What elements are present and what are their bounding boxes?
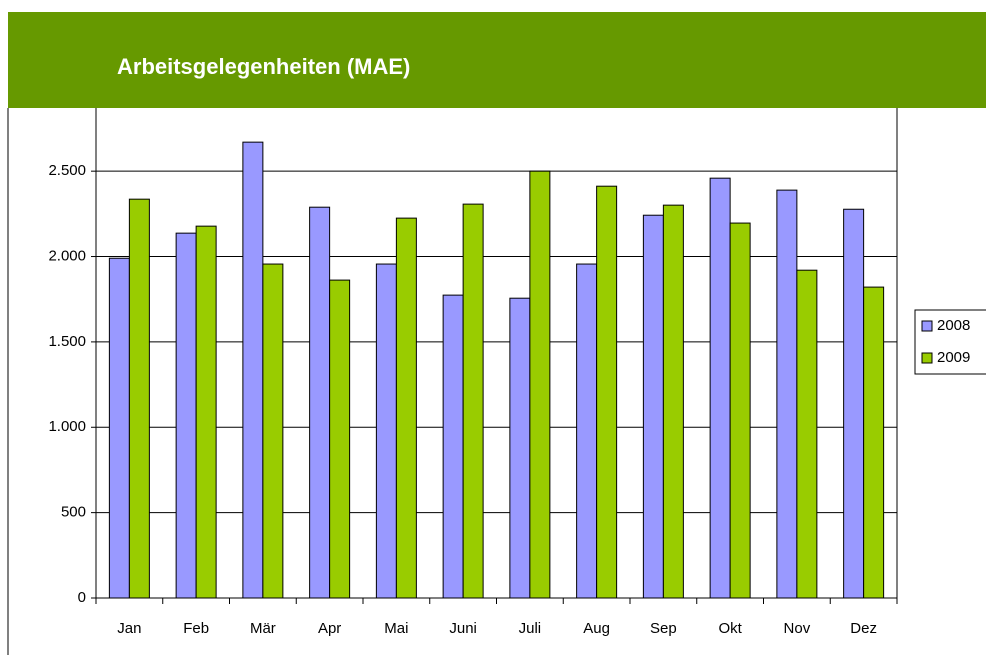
bar [309,206,331,599]
bar [462,203,484,599]
bar [662,204,684,599]
bar [242,141,264,599]
bar [329,279,351,599]
legend-swatch [921,320,933,332]
x-tick-label: Mär [250,620,276,637]
x-tick-label: Nov [784,620,811,637]
legend-swatch [921,352,933,364]
x-tick-label: Apr [318,620,341,637]
x-tick-label: Jan [117,620,141,637]
bar [442,294,464,599]
bar [776,189,798,599]
bar [395,217,417,599]
x-tick-label: Feb [183,620,209,637]
bar [529,170,551,599]
bar [195,225,217,599]
bar [863,286,885,599]
legend-label: 2009 [937,349,970,366]
bar [709,177,731,599]
x-tick-label: Mai [384,620,408,637]
bar [796,269,818,599]
bar [175,232,197,599]
y-tick-label: 1.000 [48,418,86,435]
bar [642,214,664,599]
legend-label: 2008 [937,317,970,334]
y-tick-label: 2.000 [48,248,86,265]
bar [128,198,150,599]
x-tick-label: Okt [718,620,742,637]
x-tick-label: Juni [449,620,477,637]
x-tick-label: Aug [583,620,610,637]
x-tick-label: Sep [650,620,677,637]
y-tick-label: 500 [61,504,86,521]
y-tick-label: 2.500 [48,162,86,179]
y-tick-label: 1.500 [48,333,86,350]
bar [262,263,284,599]
chart-title: Arbeitsgelegenheiten (MAE) [117,54,410,79]
bar [576,263,598,599]
x-tick-label: Dez [850,620,877,637]
bar [596,185,618,599]
bar [509,297,531,599]
bar [843,208,865,599]
y-tick-label: 0 [78,589,86,606]
bar [375,263,397,599]
bar [729,222,751,599]
header-band [8,12,986,108]
x-tick-label: Juli [519,620,542,637]
bar [108,257,130,599]
